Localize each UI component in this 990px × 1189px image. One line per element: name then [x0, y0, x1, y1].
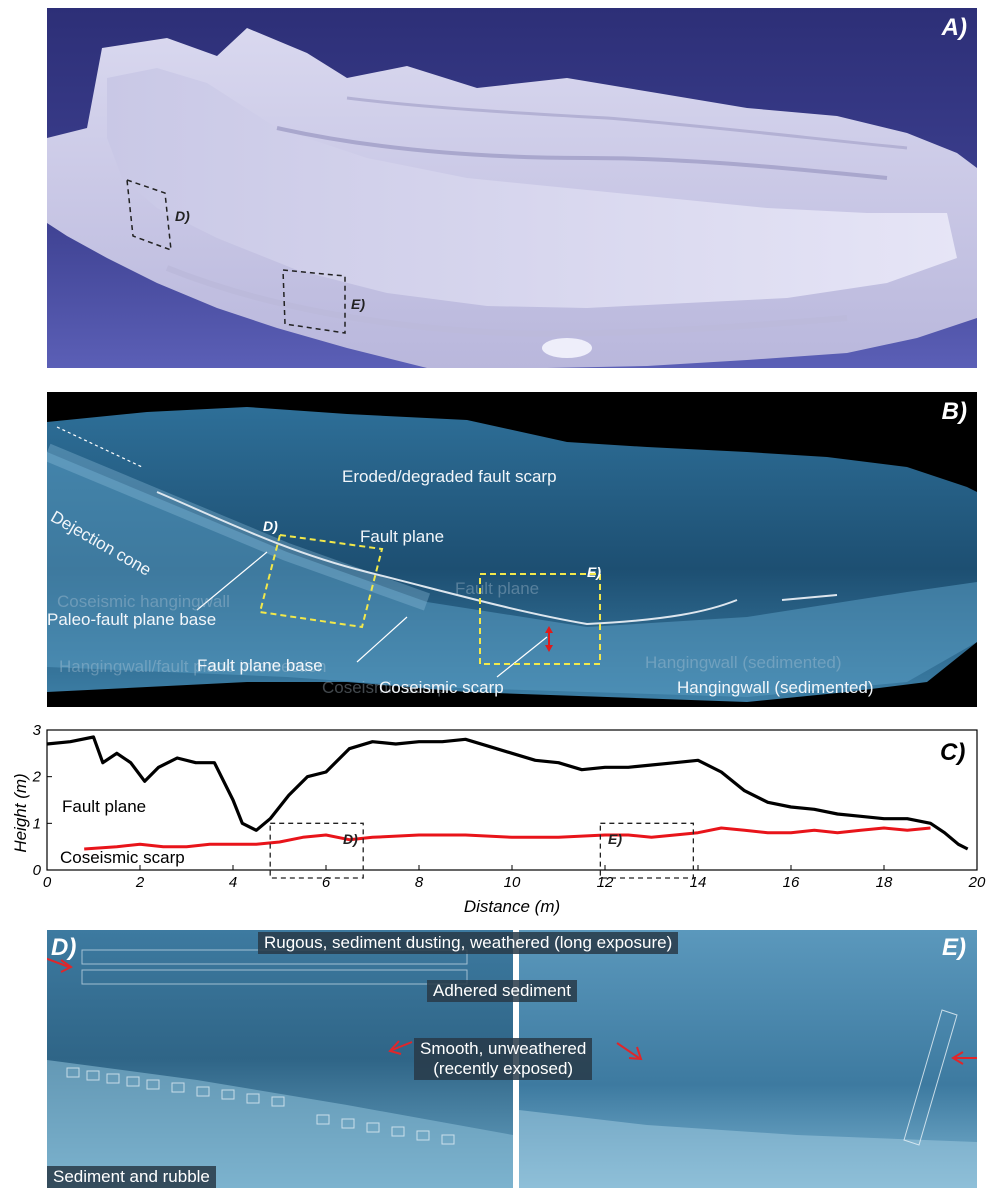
x-tick-label-1: 2 [135, 874, 145, 891]
detail-photos [47, 930, 977, 1188]
box-d-outline [126, 178, 172, 252]
series-label-coseismic-scarp: Coseismic scarp [60, 848, 185, 867]
panel-letter-e: E) [942, 934, 966, 961]
x-axis-label: Distance (m) [464, 897, 560, 916]
label-rugous: Rugous, sediment dusting, weathered (lon… [258, 932, 679, 954]
box-d-label-c: D) [343, 831, 358, 847]
label-hangingwall-sedimented: Hangingwall (sedimented) [677, 678, 874, 697]
label-coseismic-scarp-faded: Coseismic scarp [322, 678, 447, 697]
box-e-label-b: E) [587, 564, 601, 580]
chart-box-0 [269, 822, 364, 879]
panel-b-photomosaic: Eroded/degraded fault scarp Fault plane … [47, 392, 977, 707]
y-axis-label: Height (m) [11, 773, 30, 852]
panel-letter-a: A) [941, 14, 967, 41]
x-tick-label-8: 16 [783, 874, 800, 891]
panel-de-detail-photos: D) E) Rugous, sediment dusting, weathere… [47, 930, 977, 1188]
plot-frame [46, 729, 978, 871]
box-e-label: E) [351, 296, 365, 312]
label-coseismic-scarp: Coseismic scarp [379, 678, 504, 697]
box-d-outline-b [258, 533, 384, 629]
panel-c-height-profile: 0 2 4 6 8 10 12 14 16 18 20 0 1 2 3 Fault plane Coseis… [0, 718, 990, 918]
label-hw-intersection-faded: Hangingwall/fault plane intersection [59, 657, 327, 676]
x-tick-label-0: 0 [43, 874, 52, 891]
x-tick-label-6: 12 [597, 874, 614, 891]
x-tick-label-2: 4 [229, 874, 237, 891]
y-tick-label-0: 0 [33, 862, 42, 879]
x-tick-label-7: 14 [690, 874, 707, 891]
label-hangingwall-faded: Hangingwall (sedimented) [645, 653, 842, 672]
x-tick-label-5: 10 [504, 874, 521, 891]
label-smooth-line-1: Smooth, unweathered [420, 1039, 587, 1058]
label-fault-plane-base: Fault plane base [197, 656, 323, 675]
photomosaic [47, 407, 977, 702]
label-fault-plane-faded: Fault plane [455, 579, 540, 598]
mesh-render [47, 28, 977, 368]
box-d-label-b: D) [263, 518, 278, 534]
label-smooth-unweathered: Smooth, unweathered (recently exposed) [414, 1038, 593, 1080]
label-adhered-sediment: Adhered sediment [427, 980, 577, 1002]
label-smooth-line-2: (recently exposed) [433, 1059, 574, 1078]
series-line-0 [46, 735, 969, 851]
box-e-label-c: E) [608, 831, 622, 847]
y-tick-label-1: 1 [33, 815, 41, 832]
box-e-outline-b [479, 573, 601, 665]
x-tick-label-10: 20 [968, 874, 986, 891]
chart-box-1 [599, 822, 694, 879]
box-d-label: D) [175, 208, 190, 224]
label-coseismic-hangingwall-faded: Coseismic hangingwall [57, 592, 230, 611]
x-tick-label-4: 8 [415, 874, 424, 891]
x-tick-label-3: 6 [322, 874, 331, 891]
label-eroded-scarp: Eroded/degraded fault scarp [342, 467, 557, 486]
label-sediment-rubble: Sediment and rubble [47, 1166, 216, 1188]
panel-letter-d: D) [51, 934, 77, 961]
fault-face [107, 68, 957, 308]
y-tick-label-2: 2 [32, 769, 42, 786]
panel-letter-c: C) [940, 739, 965, 766]
series-line-1 [84, 826, 931, 851]
panel-a-3d-model: D) E) A) [47, 8, 977, 368]
label-fault-plane: Fault plane [360, 527, 445, 546]
panel-letter-b: B) [941, 398, 967, 425]
series-label-fault-plane: Fault plane [62, 797, 146, 816]
box-e-outline [282, 269, 346, 334]
label-paleo-fault-plane-base: Paleo-fault plane base [47, 610, 217, 629]
x-tick-label-9: 18 [876, 874, 893, 891]
y-tick-label-3: 3 [33, 722, 42, 739]
